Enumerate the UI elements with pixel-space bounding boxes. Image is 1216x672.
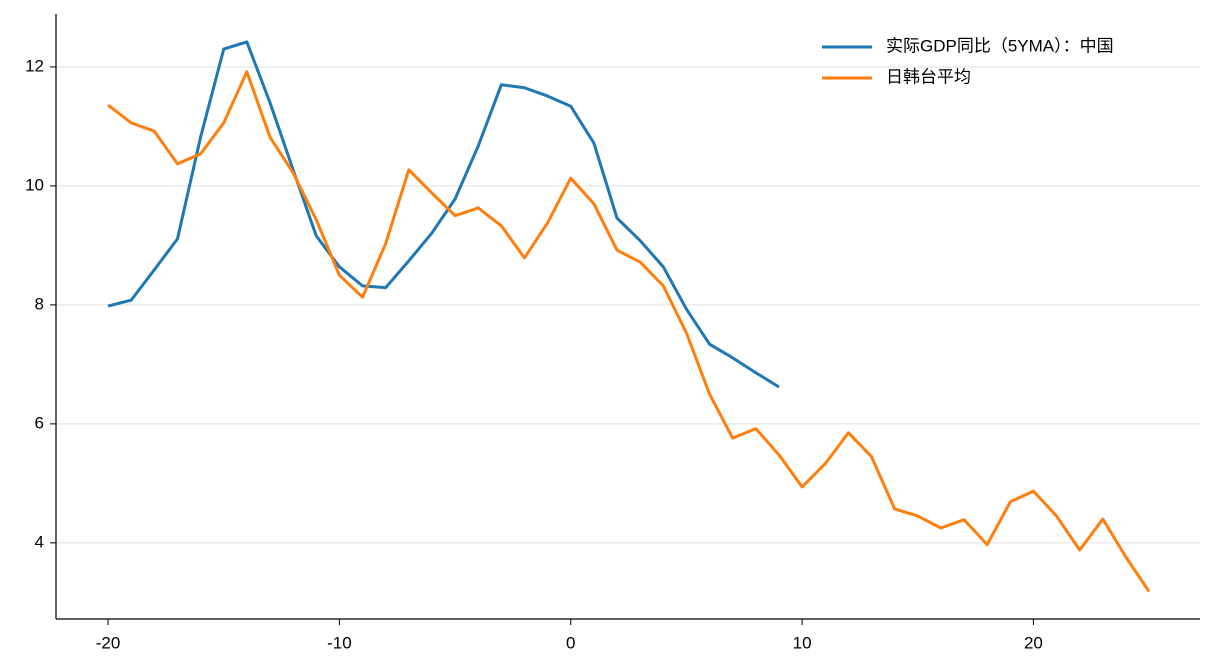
line-series — [107, 40, 780, 389]
line-series — [107, 70, 1151, 593]
y-tick-label: 10 — [25, 175, 44, 194]
x-tick-label: 20 — [1024, 633, 1043, 652]
y-tick-label: 12 — [25, 56, 44, 75]
x-tick-label: 0 — [566, 633, 575, 652]
legend-label: 日韩台平均 — [886, 67, 971, 86]
y-tick-label: 6 — [35, 413, 44, 432]
x-tick-label: -10 — [327, 633, 352, 652]
y-tick-label: 4 — [35, 532, 44, 551]
x-tick-label: -20 — [96, 633, 121, 652]
x-tick-label: 10 — [793, 633, 812, 652]
legend-label: 实际GDP同比（5YMA）：中国 — [886, 36, 1114, 55]
y-tick-label: 8 — [35, 294, 44, 313]
